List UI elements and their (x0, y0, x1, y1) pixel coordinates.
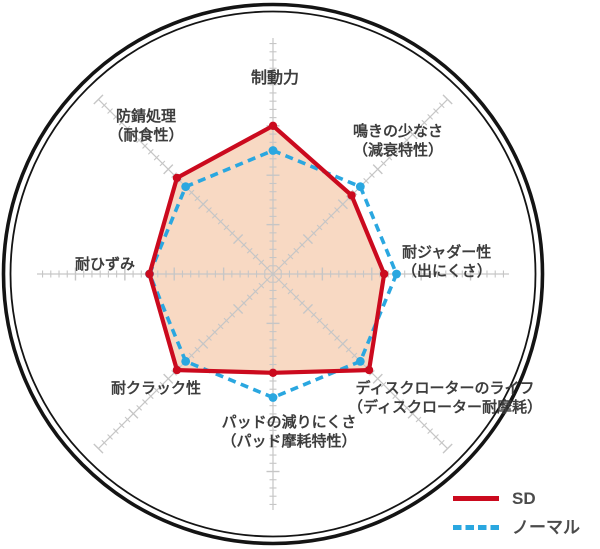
axis-label-judder: 耐ジャダー性 （出にくさ） (402, 244, 492, 280)
sd-line-swatch (453, 496, 499, 501)
axis-label-braking: 制動力 (250, 70, 300, 87)
axis-label-pad-wear: パッドの減りにくさ （パッド摩耗特性） (221, 414, 357, 450)
axis-label-crack: 耐クラック性 (110, 380, 202, 397)
axis-label-distortion: 耐ひずみ (74, 256, 136, 273)
normal-dashed-line-swatch (453, 525, 499, 530)
axis-label-rotor-life: ディスクローターのライフ （ディスクローター耐摩耗） (348, 380, 542, 416)
legend-label-sd: SD (512, 489, 536, 508)
legend-item-normal: ノーマル (453, 518, 580, 537)
axis-label-squeal: 鳴きの少なさ （減衰特性） (352, 123, 444, 159)
legend-item-sd: SD (453, 489, 580, 508)
axis-label-rust: 防錆処理 （耐食性） (108, 108, 184, 144)
legend-label-normal: ノーマル (512, 518, 580, 537)
legend: SD ノーマル (453, 489, 580, 547)
